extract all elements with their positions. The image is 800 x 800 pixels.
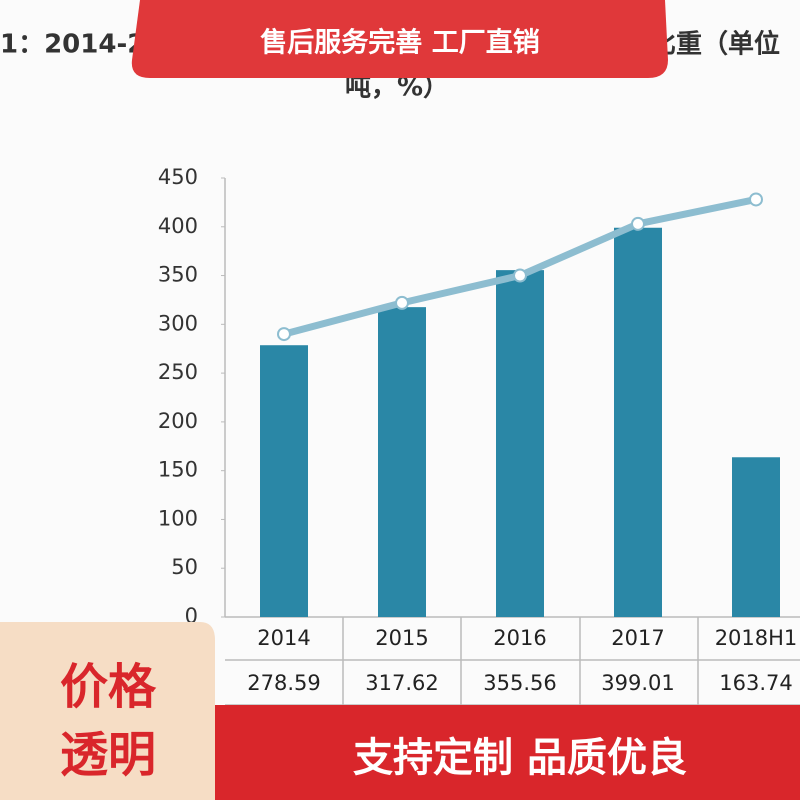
line-marker <box>277 327 291 342</box>
bar <box>614 227 662 617</box>
y-tick-label: 50 <box>171 555 198 579</box>
y-tick-label: 350 <box>158 263 198 287</box>
badge-text: 透明 <box>60 727 156 783</box>
line-marker <box>749 192 763 207</box>
bar <box>732 457 780 617</box>
bar <box>496 270 544 617</box>
y-tick-label: 450 <box>158 165 198 189</box>
footer-text: 支持定制 品质优良 <box>353 735 687 781</box>
table-value: 399.01 <box>601 671 674 695</box>
y-tick-label: 400 <box>158 214 198 238</box>
footer-bar <box>215 705 800 800</box>
bar <box>378 307 426 617</box>
banner-shape <box>131 0 668 78</box>
line-marker <box>395 295 409 310</box>
y-tick-label: 250 <box>158 360 198 384</box>
table-value: 163.74 <box>719 671 792 695</box>
x-tick-label: 2017 <box>611 626 664 650</box>
line-marker <box>513 268 527 283</box>
title-fragment: 比重（单位 <box>650 29 780 60</box>
y-tick-label: 300 <box>158 311 198 335</box>
table-value: 317.62 <box>365 671 438 695</box>
y-tick-label: 100 <box>158 506 198 530</box>
x-tick-label: 2018H1 <box>715 626 798 650</box>
line-marker <box>631 216 645 231</box>
table-value: 355.56 <box>483 671 556 695</box>
table-value: 278.59 <box>247 671 320 695</box>
x-tick-label: 2014 <box>257 626 310 650</box>
y-tick-label: 150 <box>158 458 198 482</box>
badge-text: 价格 <box>60 659 157 715</box>
badge-card <box>0 622 215 800</box>
x-tick-label: 2016 <box>493 626 546 650</box>
banner-text: 售后服务完善 工厂直销 <box>260 27 539 59</box>
x-tick-label: 2015 <box>375 626 428 650</box>
title-fragment: 1：2014-2 <box>0 30 145 60</box>
y-tick-label: 200 <box>158 409 198 433</box>
bar <box>260 345 308 617</box>
